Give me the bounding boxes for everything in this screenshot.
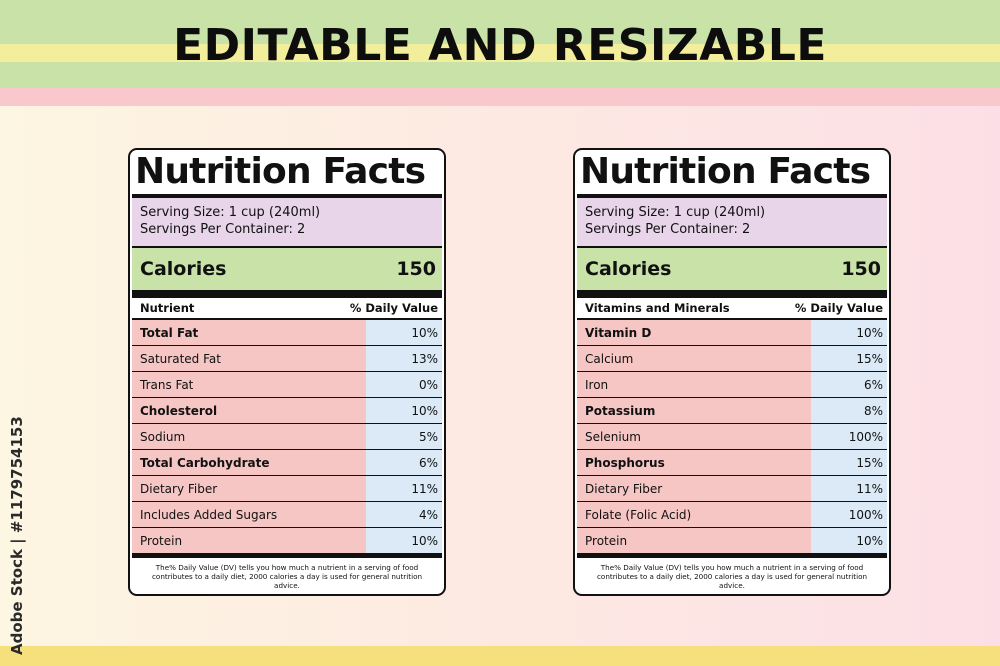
divider	[132, 194, 442, 198]
daily-value: 100%	[811, 424, 887, 449]
servings-per-container: Servings Per Container: 2	[585, 222, 751, 237]
daily-value: 11%	[366, 476, 442, 501]
stock-id-text: Adobe Stock | #1179754153	[8, 416, 26, 655]
label-title: Nutrition Facts	[135, 151, 426, 192]
divider	[132, 290, 442, 298]
headline: EDITABLE AND RESIZABLE	[173, 20, 827, 71]
daily-value: 15%	[811, 450, 887, 475]
vitamin-name: Calcium	[577, 346, 811, 371]
table-row: Saturated Fat 13%	[132, 346, 442, 372]
table-row: Potassium 8%	[577, 398, 887, 424]
vitamin-name: Protein	[577, 528, 811, 553]
nutrient-name: Protein	[132, 528, 366, 553]
daily-value: 6%	[811, 372, 887, 397]
table-row: Total Carbohydrate 6%	[132, 450, 442, 476]
daily-value: 4%	[366, 502, 442, 527]
serving-size: Serving Size: 1 cup (240ml)	[140, 205, 321, 220]
nutrient-name: Dietary Fiber	[132, 476, 366, 501]
calories-row: Calories 150	[577, 248, 887, 290]
daily-value: 6%	[366, 450, 442, 475]
divider	[577, 553, 887, 558]
divider	[132, 553, 442, 558]
daily-value: 5%	[366, 424, 442, 449]
table-row: Selenium 100%	[577, 424, 887, 450]
column-right-label: % Daily Value	[794, 301, 883, 315]
nutrient-name: Saturated Fat	[132, 346, 366, 371]
calories-label: Calories	[140, 258, 227, 280]
table-row: Folate (Folic Acid) 100%	[577, 502, 887, 528]
table-row: Dietary Fiber 11%	[132, 476, 442, 502]
pink-band	[0, 88, 1000, 106]
vitamin-name: Folate (Folic Acid)	[577, 502, 811, 527]
table-row: Phosphorus 15%	[577, 450, 887, 476]
vitamin-name: Selenium	[577, 424, 811, 449]
table-row: Includes Added Sugars 4%	[132, 502, 442, 528]
nutrient-name: Total Fat	[132, 320, 366, 345]
column-right-label: % Daily Value	[349, 301, 438, 315]
serving-size: Serving Size: 1 cup (240ml)	[585, 205, 766, 220]
vitamin-name: Iron	[577, 372, 811, 397]
nutrient-name: Cholesterol	[132, 398, 366, 423]
table-row: Trans Fat 0%	[132, 372, 442, 398]
divider	[577, 194, 887, 198]
daily-value: 10%	[811, 320, 887, 345]
table-row: Calcium 15%	[577, 346, 887, 372]
servings-per-container: Servings Per Container: 2	[140, 222, 306, 237]
divider	[577, 290, 887, 298]
vitamin-table: Vitamin D 10% Calcium 15% Iron 6% Potassium…	[577, 318, 887, 553]
table-row: Cholesterol 10%	[132, 398, 442, 424]
nutrient-name: Total Carbohydrate	[132, 450, 366, 475]
table-row: Dietary Fiber 11%	[577, 476, 887, 502]
daily-value: 100%	[811, 502, 887, 527]
serving-info: Serving Size: 1 cup (240ml) Servings Per…	[132, 198, 442, 246]
vitamin-name: Potassium	[577, 398, 811, 423]
nutrient-table: Total Fat 10% Saturated Fat 13% Trans Fat 0…	[132, 318, 442, 553]
table-row: Iron 6%	[577, 372, 887, 398]
nutrient-name: Trans Fat	[132, 372, 366, 397]
yellow-stripe	[0, 44, 1000, 62]
calories-label: Calories	[585, 258, 672, 280]
divider	[132, 246, 442, 248]
daily-value: 8%	[811, 398, 887, 423]
table-row: Vitamin D 10%	[577, 320, 887, 346]
nutrition-label-nutrients: Nutrition Facts Serving Size: 1 cup (240…	[128, 148, 446, 596]
daily-value: 10%	[811, 528, 887, 553]
daily-value: 10%	[366, 320, 442, 345]
nutrition-label-vitamins: Nutrition Facts Serving Size: 1 cup (240…	[573, 148, 891, 596]
column-left-label: Nutrient	[140, 301, 195, 315]
calories-value: 150	[396, 258, 436, 280]
serving-info: Serving Size: 1 cup (240ml) Servings Per…	[577, 198, 887, 246]
daily-value: 0%	[366, 372, 442, 397]
table-row: Protein 10%	[132, 528, 442, 553]
nutrient-name: Sodium	[132, 424, 366, 449]
column-header: Nutrient % Daily Value	[132, 298, 442, 318]
daily-value: 15%	[811, 346, 887, 371]
column-header: Vitamins and Minerals % Daily Value	[577, 298, 887, 318]
calories-value: 150	[841, 258, 881, 280]
vitamin-name: Phosphorus	[577, 450, 811, 475]
table-row: Total Fat 10%	[132, 320, 442, 346]
divider	[577, 246, 887, 248]
footnote: The% Daily Value (DV) tells you how much…	[596, 563, 868, 590]
table-row: Protein 10%	[577, 528, 887, 553]
nutrient-name: Includes Added Sugars	[132, 502, 366, 527]
calories-row: Calories 150	[132, 248, 442, 290]
vitamin-name: Vitamin D	[577, 320, 811, 345]
table-row: Sodium 5%	[132, 424, 442, 450]
footnote: The% Daily Value (DV) tells you how much…	[151, 563, 423, 590]
daily-value: 11%	[811, 476, 887, 501]
column-left-label: Vitamins and Minerals	[585, 301, 730, 315]
label-title: Nutrition Facts	[580, 151, 871, 192]
daily-value: 10%	[366, 398, 442, 423]
daily-value: 13%	[366, 346, 442, 371]
bottom-band	[0, 646, 1000, 666]
vitamin-name: Dietary Fiber	[577, 476, 811, 501]
daily-value: 10%	[366, 528, 442, 553]
